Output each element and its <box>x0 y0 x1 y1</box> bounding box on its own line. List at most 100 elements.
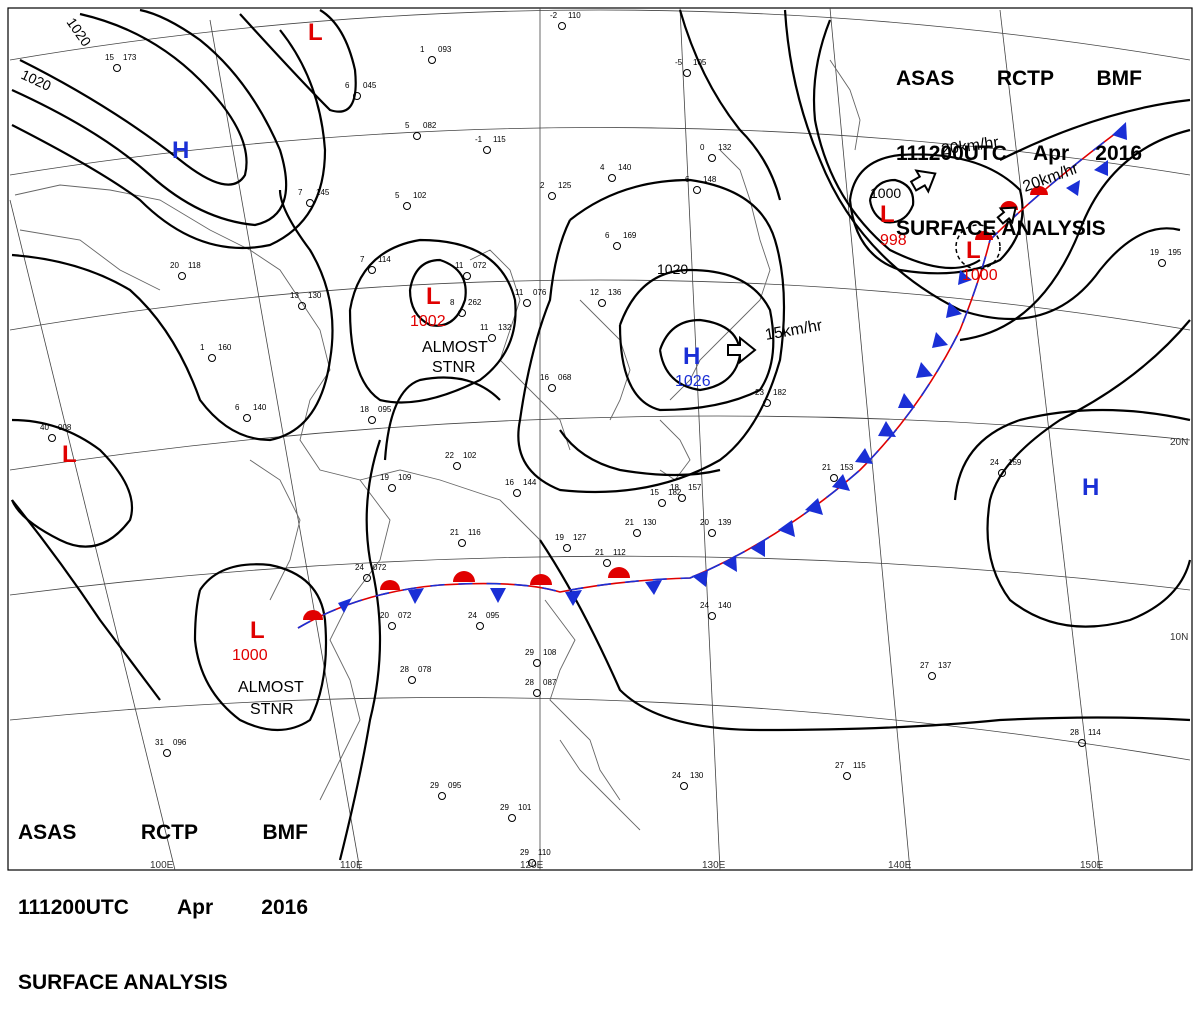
station-pressure: 072 <box>373 563 387 572</box>
station-pressure: 145 <box>316 188 330 197</box>
station-pressure: 068 <box>558 373 572 382</box>
station-plot: -2 110 <box>550 11 581 30</box>
station-circle-icon <box>598 299 606 307</box>
station-temp: 40 <box>40 423 49 432</box>
station-circle-icon <box>998 469 1006 477</box>
lon-label: 140E <box>888 860 912 871</box>
station-circle-icon <box>528 859 536 867</box>
station-pressure: 195 <box>1168 248 1182 257</box>
station-circle-icon <box>680 782 688 790</box>
station-plot: 1 093 <box>420 45 452 64</box>
station-plot: 11 072 <box>455 261 487 280</box>
station-pressure: 096 <box>173 738 187 747</box>
station-plot: 20 072 <box>380 611 412 630</box>
station-pressure: 182 <box>773 388 787 397</box>
station-plot: 6 169 <box>605 231 637 250</box>
isobar-label: 1000 <box>870 185 901 201</box>
pressure-centers: L H L H L L L L H <box>62 19 1099 644</box>
station-plot: 4 140 <box>600 163 632 182</box>
station-temp: 6 <box>235 403 240 412</box>
station-pressure: 140 <box>618 163 632 172</box>
station-temp: 24 <box>700 601 709 610</box>
weather-map: L H L H L L L L H 1002 1026 998 1000 100… <box>7 7 1193 871</box>
station-circle-icon <box>678 494 686 502</box>
station-pressure: 169 <box>623 231 637 240</box>
station-pressure: 140 <box>718 601 732 610</box>
station-circle-icon <box>523 299 531 307</box>
station-plot: 6 148 <box>685 175 717 194</box>
station-temp: 1 <box>200 343 205 352</box>
station-plot: 6 140 <box>235 403 267 422</box>
station-temp: 31 <box>155 738 164 747</box>
station-plot: 27 137 <box>920 661 952 680</box>
station-temp: 28 <box>1070 728 1079 737</box>
station-plot: 28 114 <box>1070 728 1101 747</box>
station-temp: 27 <box>835 761 844 770</box>
station-temp: 18 <box>670 483 679 492</box>
station-circle-icon <box>243 414 251 422</box>
station-circle-icon <box>843 772 851 780</box>
station-pressure: 072 <box>398 611 412 620</box>
value-low-central: 1002 <box>410 313 446 330</box>
station-temp: 29 <box>500 803 509 812</box>
station-plot: 24 095 <box>468 611 500 630</box>
station-temp: 11 <box>455 261 464 270</box>
station-temp: 6 <box>605 231 610 240</box>
header-month: Apr <box>177 896 214 919</box>
station-circle-icon <box>708 612 716 620</box>
station-circle-icon <box>548 192 556 200</box>
station-plot: 24 159 <box>990 458 1022 477</box>
station-pressure: 118 <box>188 261 201 270</box>
station-plot: 16 144 <box>505 478 537 497</box>
station-temp: 28 <box>525 678 534 687</box>
lat-label: 10N <box>1170 632 1188 643</box>
station-circle-icon <box>708 154 716 162</box>
station-pressure: 108 <box>543 648 557 657</box>
station-temp: 6 <box>345 81 350 90</box>
station-plot: 31 096 <box>155 738 187 757</box>
station-temp: 29 <box>525 648 534 657</box>
station-pressure: 072 <box>473 261 487 270</box>
station-plot: 15 182 <box>650 488 682 507</box>
lon-label: 100E <box>150 860 174 871</box>
station-plot: 16 068 <box>540 373 572 392</box>
station-circle-icon <box>1158 259 1166 267</box>
station-pressure: 140 <box>253 403 267 412</box>
station-plot: 22 102 <box>445 451 477 470</box>
lon-label: 120E <box>520 860 544 871</box>
station-pressure: 159 <box>1008 458 1022 467</box>
station-temp: 21 <box>450 528 459 537</box>
stnr-sw-line2: STNR <box>250 701 294 718</box>
station-temp: 6 <box>685 175 690 184</box>
dashed-circle <box>955 224 1001 270</box>
station-temp: 29 <box>430 781 439 790</box>
station-pressure: 095 <box>486 611 500 620</box>
station-pressure: 130 <box>308 291 322 300</box>
lon-label: 110E <box>340 860 363 871</box>
station-plot: 29 095 <box>430 781 462 800</box>
center-low-west: L <box>62 441 77 468</box>
station-temp: -1 <box>475 135 483 144</box>
station-pressure: 137 <box>938 661 952 670</box>
station-plot: 29 108 <box>525 648 557 667</box>
station-pressure: 160 <box>218 343 232 352</box>
station-circle-icon <box>458 539 466 547</box>
center-low-ne2: L <box>966 237 981 264</box>
station-temp: 16 <box>540 373 549 382</box>
station-plot: 21 116 <box>450 528 481 547</box>
center-low-sw: L <box>250 617 265 644</box>
station-temp: 4 <box>600 163 605 172</box>
station-plot: 40 008 <box>40 423 72 442</box>
station-temp: 12 <box>590 288 599 297</box>
station-pressure: 157 <box>688 483 702 492</box>
coastlines <box>14 59 861 831</box>
station-circle-icon <box>178 272 186 280</box>
header-office: BMF <box>262 821 309 844</box>
center-low-nw: L <box>308 19 323 46</box>
center-low-ne: L <box>880 201 895 228</box>
station-plot: 27 115 <box>835 761 866 780</box>
stnr-central-line2: STNR <box>432 359 476 376</box>
station-plot: 23 182 <box>755 388 787 407</box>
station-circle-icon <box>428 56 436 64</box>
center-high-east: H <box>1082 474 1099 501</box>
